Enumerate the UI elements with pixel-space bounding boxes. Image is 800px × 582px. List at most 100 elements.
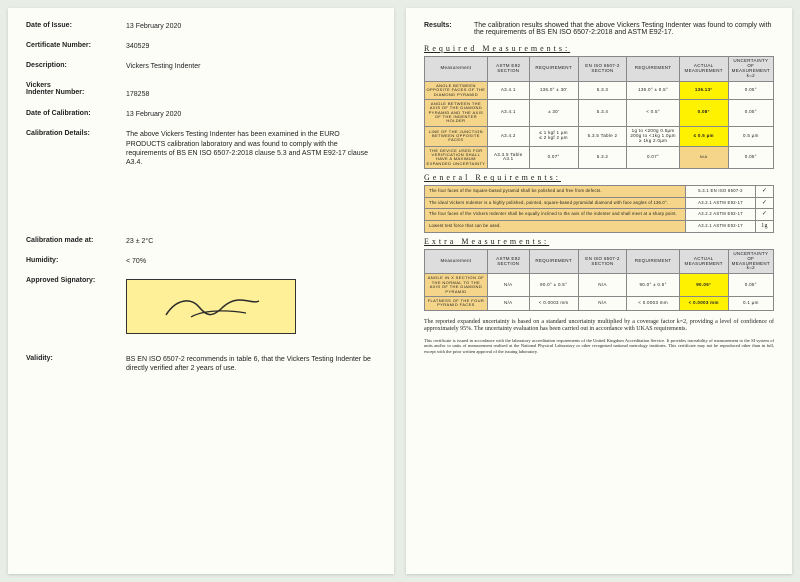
cell-check: ✓: [756, 186, 774, 198]
cell: N/A: [578, 274, 627, 297]
label: Certificate Number:: [26, 42, 126, 51]
table-row: The four faces of the Square-based pyram…: [425, 186, 774, 198]
table-row: FLATNESS OF THE FOUR PYRAMID FACESN/A< 0…: [425, 296, 774, 310]
col-eniso-section: EN ISO 6507-2 SECTION: [578, 249, 627, 274]
value: The calibration results showed that the …: [474, 22, 774, 36]
signature-box: [126, 279, 296, 334]
col-requirement-2: REQUIREMENT: [627, 57, 679, 82]
cell: 0.5 µm: [728, 126, 773, 146]
cell: A3.4.1: [487, 81, 529, 99]
footnote-accreditation: This certificate is issued in accordance…: [424, 338, 774, 354]
cell: A3.3.5 Table A3.1: [487, 146, 529, 169]
cell: 0.05°: [728, 146, 773, 169]
col-uncertainty: UNCERTAINTY OF MEASUREMENT k=2: [728, 57, 773, 82]
required-measurements-table: Measurement ASTM E92 SECTION REQUIREMENT…: [424, 56, 774, 169]
col-astm-section: ASTM E92 SECTION: [487, 57, 529, 82]
field-date-of-issue: Date of Issue: 13 February 2020: [26, 22, 376, 31]
value: Vickers Testing Indenter: [126, 62, 376, 71]
row-header: LINE OF THE JUNCTION BETWEEN OPPOSITE FA…: [425, 126, 488, 146]
field-certificate-number: Certificate Number: 340529: [26, 42, 376, 51]
cell: 0.1 µm: [728, 296, 773, 310]
value: 23 ± 2°C: [126, 237, 376, 246]
cell-standard: A3.2.2 ASTM E92-17: [686, 209, 756, 221]
cell: ≤ 1 kgf 1 µm ≤ 2 kgf 2 µm: [529, 126, 578, 146]
certificate-page-left: Date of Issue: 13 February 2020 Certific…: [8, 8, 394, 574]
table-row: ANGLE IN X SECTION OF THE NORMAL TO THE …: [425, 274, 774, 297]
cell: A3.4.2: [487, 126, 529, 146]
label: Validity:: [26, 355, 126, 373]
cell: N/A: [487, 296, 529, 310]
value: 13 February 2020: [126, 22, 376, 31]
label: Date of Issue:: [26, 22, 126, 31]
field-validity: Validity: BS EN ISO 6507-2 recommends in…: [26, 355, 376, 373]
field-calibration-at: Calibration made at: 23 ± 2°C: [26, 237, 376, 246]
value: < 70%: [126, 257, 376, 266]
value: 340529: [126, 42, 376, 51]
col-astm-section: ASTM E92 SECTION: [487, 249, 529, 274]
cell-standard: A3.2.1 ASTM E92-17: [686, 197, 756, 209]
table-header-row: Measurement ASTM E92 SECTION REQUIREMENT…: [425, 249, 774, 274]
table-header-row: Measurement ASTM E92 SECTION REQUIREMENT…: [425, 57, 774, 82]
general-requirements-table: The four faces of the Square-based pyram…: [424, 185, 774, 232]
value: The above Vickers Testing Indenter has b…: [126, 130, 376, 166]
cell: 90.0° ± 0.5°: [529, 274, 578, 297]
cell: 5.3.2: [578, 146, 627, 169]
row-header: FLATNESS OF THE FOUR PYRAMID FACES: [425, 296, 488, 310]
label: Approved Signatory:: [26, 277, 126, 334]
row-header: THE DEVICE USED FOR VERIFICATION SHALL H…: [425, 146, 488, 169]
cell: 1g to <200g 0.5µm 200g to <1kg 1.0µm ≥ 1…: [627, 126, 679, 146]
cell: 5.3.5 Table 2: [578, 126, 627, 146]
value: BS EN ISO 6507-2 recommends in table 6, …: [126, 355, 376, 373]
label: Date of Calibration:: [26, 110, 126, 119]
header-extra: Extra Measurements:: [424, 237, 774, 246]
label: Vickers Indenter Number:: [26, 82, 126, 99]
cell-actual: N/A: [679, 146, 728, 169]
cell-standard: A3.2.1 ASTM E92-17: [686, 221, 756, 233]
cell: 0.07°: [627, 146, 679, 169]
cell-description: Lowest test force that can be used.: [425, 221, 686, 233]
cell: 5.3.3: [578, 81, 627, 99]
results-summary: Results: The calibration results showed …: [424, 22, 774, 36]
header-general: General Requirements:: [424, 173, 774, 182]
label: Calibration made at:: [26, 237, 126, 246]
label: Results:: [424, 22, 474, 36]
cell-actual: 136.13°: [679, 81, 728, 99]
signature-icon: [151, 287, 271, 327]
cell: ± 30': [529, 99, 578, 126]
cell-actual: 90.05°: [679, 274, 728, 297]
cell-actual: < 0.0003 mm: [679, 296, 728, 310]
cell-standard: 5.3.1 EN ISO 6507-2: [686, 186, 756, 198]
footnote-uncertainty: The reported expanded uncertainty is bas…: [424, 319, 774, 334]
label: Description:: [26, 62, 126, 71]
cell: 0.05°: [728, 81, 773, 99]
cell: 0.07°: [529, 146, 578, 169]
cell: 136.0° ± 0.5°: [627, 81, 679, 99]
table-row: The four faces of the Vickers Indenter s…: [425, 209, 774, 221]
cell-description: The four faces of the Square-based pyram…: [425, 186, 686, 198]
table-row: LINE OF THE JUNCTION BETWEEN OPPOSITE FA…: [425, 126, 774, 146]
row-header: ANGLE BETWEEN THE AXIS OF THE DIAMOND PY…: [425, 99, 488, 126]
cell-check: 1g: [756, 221, 774, 233]
cell: < 0.0003 mm: [529, 296, 578, 310]
col-requirement-2: REQUIREMENT: [627, 249, 679, 274]
row-header: ANGLE IN X SECTION OF THE NORMAL TO THE …: [425, 274, 488, 297]
field-humidity: Humidity: < 70%: [26, 257, 376, 266]
label: Humidity:: [26, 257, 126, 266]
col-actual: ACTUAL MEASUREMENT: [679, 57, 728, 82]
cell-description: The four faces of the Vickers Indenter s…: [425, 209, 686, 221]
cell: < 0.0003 mm: [627, 296, 679, 310]
value: 178258: [126, 82, 376, 99]
table-row: ANGLE BETWEEN OPPOSITE FACES OF THE DIAM…: [425, 81, 774, 99]
field-indenter-number: Vickers Indenter Number: 178258: [26, 82, 376, 99]
col-measurement: Measurement: [425, 249, 488, 274]
col-requirement-1: REQUIREMENT: [529, 57, 578, 82]
cell: < 0.5°: [627, 99, 679, 126]
table-row: ANGLE BETWEEN THE AXIS OF THE DIAMOND PY…: [425, 99, 774, 126]
cell-actual: ≤ 0.5 µm: [679, 126, 728, 146]
cell: 136.0° ± 30': [529, 81, 578, 99]
signature-box-container: [126, 277, 376, 334]
table-row: THE DEVICE USED FOR VERIFICATION SHALL H…: [425, 146, 774, 169]
col-actual: ACTUAL MEASUREMENT: [679, 249, 728, 274]
cell: N/A: [487, 274, 529, 297]
cell-description: The ideal Vickers Indenter is a highly p…: [425, 197, 686, 209]
